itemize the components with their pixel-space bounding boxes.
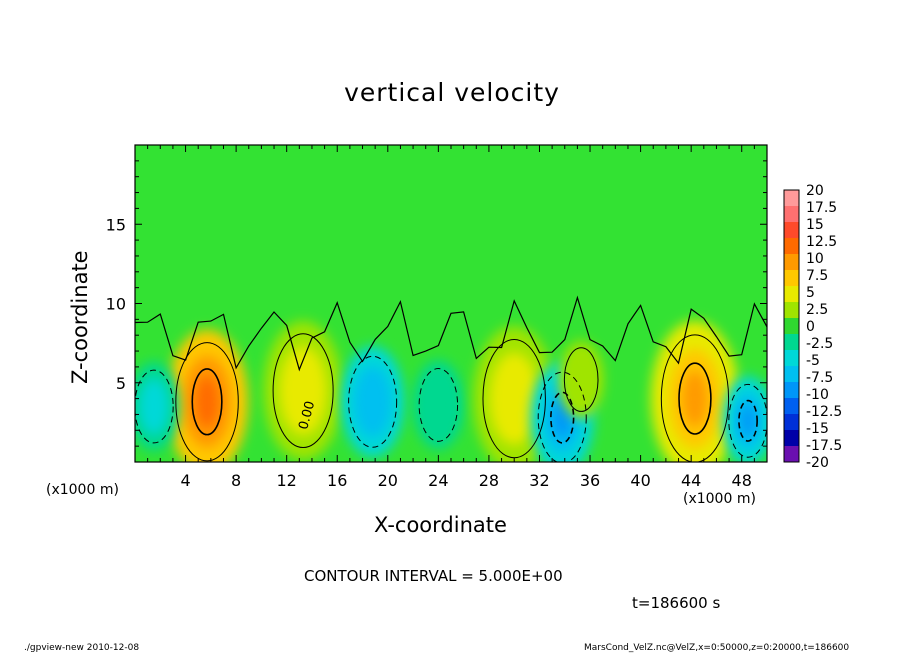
heatmap-cell (423, 376, 454, 434)
colorbar-swatch (784, 398, 799, 415)
contour-label: 0.00 (296, 399, 318, 431)
y-tick-label: 15 (106, 215, 126, 234)
contour-line (135, 369, 174, 444)
heatmap-cell (279, 346, 327, 435)
colorbar-swatch (784, 238, 799, 255)
colorbar-label: -12.5 (806, 404, 842, 420)
colorbar-swatch (784, 430, 799, 447)
colorbar-label: -20 (806, 455, 829, 471)
colorbar-swatch (784, 302, 799, 319)
heatmap-cell-core (682, 370, 708, 427)
colorbar-swatch (784, 366, 799, 383)
colorbar-label: 5 (806, 285, 815, 301)
heatmap-cell (489, 352, 539, 445)
contour-line (660, 334, 730, 462)
y-axis-label: Z-coordinate (68, 250, 92, 384)
colorbar-swatch (784, 286, 799, 303)
contour-lines: 0.00 (135, 295, 767, 462)
colorbar-swatch (784, 382, 799, 399)
x-tick-label: 28 (479, 471, 499, 490)
contour-line (678, 362, 712, 435)
y-axis: 5 10 15 (106, 160, 767, 447)
contour-line (191, 368, 223, 436)
x-tick-label: 32 (529, 471, 549, 490)
x-tick-label: 24 (428, 471, 448, 490)
contour-line (348, 355, 398, 448)
colorbar-label: 17.5 (806, 200, 837, 216)
footer-right: MarsCond_VelZ.nc@VelZ,x=0:50000,z=0:2000… (584, 643, 850, 653)
contour-line (175, 342, 239, 462)
colorbar-label: 7.5 (806, 268, 828, 284)
colorbar-swatch (784, 446, 799, 463)
contour-interval-text: CONTOUR INTERVAL = 5.000E+00 (304, 567, 563, 585)
colorbar: 2017.51512.5107.552.50-2.5-5-7.5-10-12.5… (783, 183, 842, 471)
heatmap-cell (138, 378, 170, 435)
contour-line (563, 347, 599, 412)
colorbar-label: -17.5 (806, 438, 842, 454)
colorbar-swatch (784, 190, 799, 207)
x-tick-label: 36 (580, 471, 600, 490)
colorbar-label: -2.5 (806, 336, 833, 352)
contour-line (738, 399, 758, 442)
heatmap-cell (567, 354, 595, 405)
zero-contour (135, 295, 767, 372)
x-unit-right: (x1000 m) (683, 491, 756, 507)
colorbar-swatch (784, 254, 799, 271)
x-tick-label: 8 (231, 471, 241, 490)
x-axis: 4 8 12 16 20 24 28 32 36 40 44 48 (147, 145, 755, 490)
heatmap-cells (135, 320, 767, 462)
x-tick-label: 40 (630, 471, 650, 490)
heatmap-cell-core (195, 375, 219, 429)
y-tick-label: 10 (106, 295, 126, 314)
colorbar-label: 10 (806, 251, 824, 267)
colorbar-label: 2.5 (806, 302, 828, 318)
x-unit-left: (x1000 m) (46, 482, 119, 498)
contour-line (272, 333, 334, 449)
x-axis-label: X-coordinate (374, 513, 507, 537)
x-tick-label: 44 (681, 471, 701, 490)
heatmap-cell (353, 366, 392, 438)
colorbar-swatch (784, 222, 799, 239)
colorbar-label: 20 (806, 183, 824, 199)
colorbar-label: 15 (806, 217, 824, 233)
heatmap-cell-core (740, 404, 756, 437)
colorbar-swatch (784, 206, 799, 223)
colorbar-label: -5 (806, 353, 820, 369)
x-tick-label: 4 (180, 471, 190, 490)
y-tick-label: 5 (116, 374, 126, 393)
colorbar-label: 0 (806, 319, 815, 335)
chart-title: vertical velocity (344, 78, 560, 107)
x-tick-label: 48 (732, 471, 752, 490)
colorbar-frame (783, 189, 800, 463)
contour-line (418, 368, 459, 442)
contour-line (537, 371, 587, 462)
footer-left: ./gpview-new 2010-12-08 (24, 643, 140, 653)
colorbar-label: -7.5 (806, 370, 833, 386)
x-tick-label: 16 (327, 471, 347, 490)
colorbar-swatch (784, 270, 799, 287)
contour-line (728, 383, 767, 458)
colorbar-swatch (784, 318, 799, 335)
colorbar-swatch (784, 414, 799, 431)
contour-line (482, 338, 546, 459)
time-stamp: t=186600 s (632, 594, 721, 612)
colorbar-label: -15 (806, 421, 829, 437)
x-tick-label: 12 (277, 471, 297, 490)
contour-line (550, 391, 575, 444)
colorbar-label: -10 (806, 387, 829, 403)
colorbar-label: 12.5 (806, 234, 837, 250)
x-tick-label: 20 (378, 471, 398, 490)
colorbar-swatch (784, 334, 799, 351)
colorbar-swatch (784, 350, 799, 367)
